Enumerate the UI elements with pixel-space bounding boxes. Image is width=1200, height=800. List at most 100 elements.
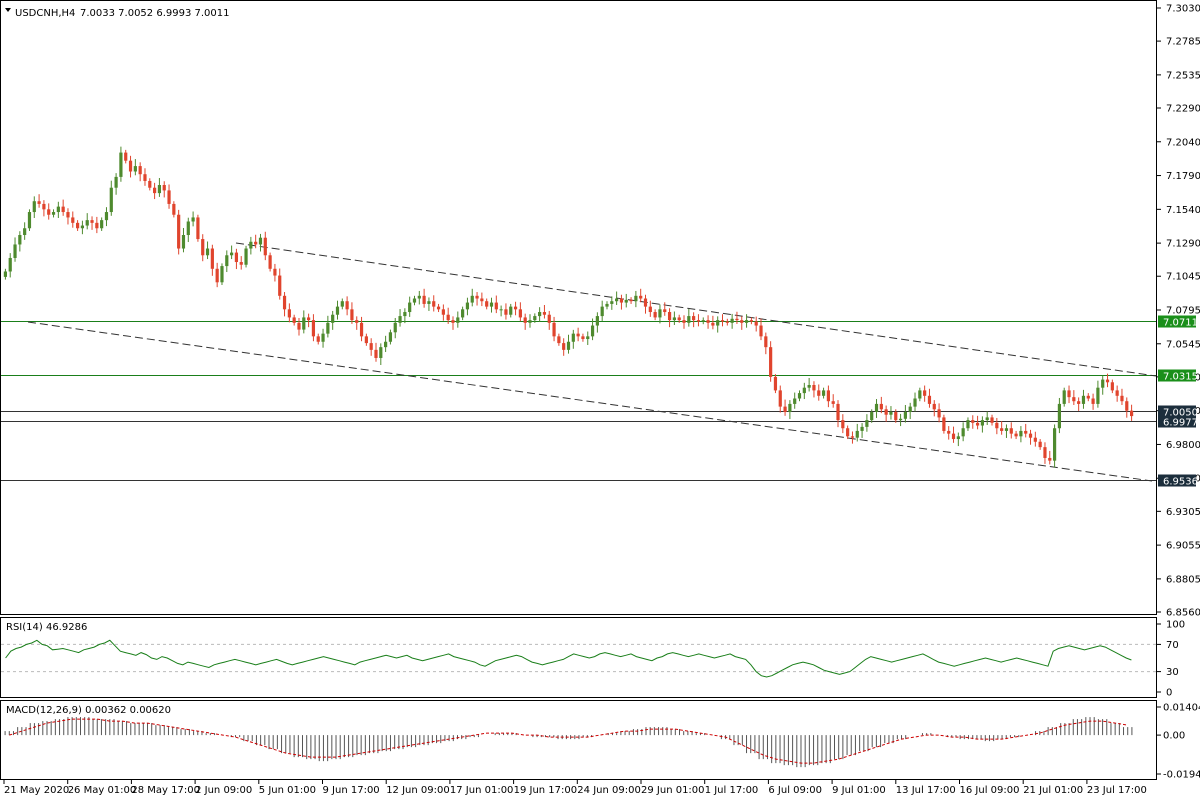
candle (177, 209, 181, 255)
candle (316, 333, 320, 345)
candle (133, 159, 137, 176)
candle-body (162, 185, 166, 191)
time-tick-label: 9 Jul 01:00 (832, 785, 886, 796)
candle (918, 387, 922, 402)
candle-body (282, 295, 287, 310)
rsi-pane[interactable] (0, 617, 1157, 698)
candle (100, 217, 104, 231)
candle-body (61, 206, 65, 213)
candle (249, 236, 253, 255)
candle-body (388, 332, 393, 342)
candle-body (369, 343, 373, 350)
candle (254, 234, 258, 249)
candle-body (489, 302, 494, 307)
candle-body (379, 347, 383, 358)
candle (1125, 397, 1129, 418)
candle (210, 244, 214, 276)
candle (42, 200, 46, 217)
candle-body (422, 295, 426, 304)
candle (773, 374, 778, 394)
candle (1052, 424, 1057, 468)
price-tick-label: 7.1540 (1166, 205, 1200, 216)
candle (639, 288, 643, 303)
macd-tick-label: 0.01404 (1163, 703, 1200, 714)
macd-pane[interactable] (0, 700, 1157, 780)
candle-body (148, 180, 152, 188)
candle-body (157, 185, 162, 194)
candle (841, 414, 845, 434)
candle (167, 184, 171, 209)
candle (759, 318, 763, 341)
candle-body (788, 403, 792, 413)
candle (1096, 380, 1100, 408)
candle (518, 302, 522, 322)
macd-tick-label: -0.01943 (1163, 770, 1200, 781)
candle (908, 402, 912, 420)
candle-body (807, 384, 811, 388)
candle (971, 415, 975, 429)
candle (379, 343, 383, 365)
candle (629, 297, 633, 304)
candle-body (109, 187, 113, 213)
candle-body (244, 248, 248, 265)
candle-body (663, 309, 667, 313)
candle (1024, 423, 1028, 438)
candle (951, 426, 956, 443)
candle-body (350, 309, 354, 321)
level-tag-label: 7.0315 (1163, 372, 1198, 383)
dropdown-triangle-icon[interactable] (5, 8, 11, 12)
candle (215, 262, 219, 288)
time-tick-label: 13 Jul 17:00 (896, 785, 956, 796)
candle-body (889, 412, 893, 415)
time-tick-label: 5 Jun 01:00 (259, 785, 316, 796)
candle (600, 300, 604, 321)
rsi-line (5, 639, 1132, 678)
candle (865, 414, 869, 432)
rsi-label: RSI(14) 46.9286 (6, 622, 87, 633)
candle-body (335, 306, 340, 315)
candle (461, 306, 465, 321)
level-tag-label: 7.0050 (1163, 408, 1198, 419)
candle (860, 423, 864, 438)
candle (451, 316, 455, 330)
candle-body (817, 390, 821, 396)
candle (1062, 387, 1066, 407)
candle (138, 162, 142, 182)
candle-body (667, 312, 672, 321)
time-tick-label: 19 Jun 17:00 (514, 785, 578, 796)
candle-body (398, 316, 402, 323)
candle-body (254, 241, 258, 245)
trend-line-upper (235, 242, 1157, 377)
candle-body (446, 314, 450, 321)
candle (244, 245, 248, 268)
candle-body (903, 412, 907, 419)
candle-body (643, 298, 648, 307)
candle-body (846, 428, 850, 437)
candle-body (1091, 398, 1095, 404)
candle (56, 201, 60, 218)
candle-body (278, 275, 282, 296)
time-tick-label: 6 Jul 09:00 (768, 785, 822, 796)
candle-body (119, 152, 123, 177)
candle (1048, 450, 1052, 465)
candle (398, 309, 402, 327)
candle (870, 409, 874, 423)
candle-body (225, 255, 229, 267)
rsi-indicator: 100 70 30 0 (1, 620, 1185, 699)
candle-body (615, 298, 619, 302)
time-tick-label: 2 Jun 09:00 (195, 785, 252, 796)
candle (1091, 393, 1095, 410)
horizontal-levels (1, 321, 1156, 481)
candle (615, 291, 619, 306)
candle-body (518, 309, 522, 318)
candle (196, 214, 200, 242)
candle-body (220, 266, 224, 283)
price-tick-label: 7.1290 (1166, 239, 1200, 250)
candle-body (27, 212, 32, 229)
main-pane[interactable] (0, 0, 1157, 615)
candle-body (326, 322, 330, 334)
level-tag: 7.0711 (1158, 315, 1198, 329)
candle-body (725, 321, 729, 323)
candle (143, 168, 147, 186)
